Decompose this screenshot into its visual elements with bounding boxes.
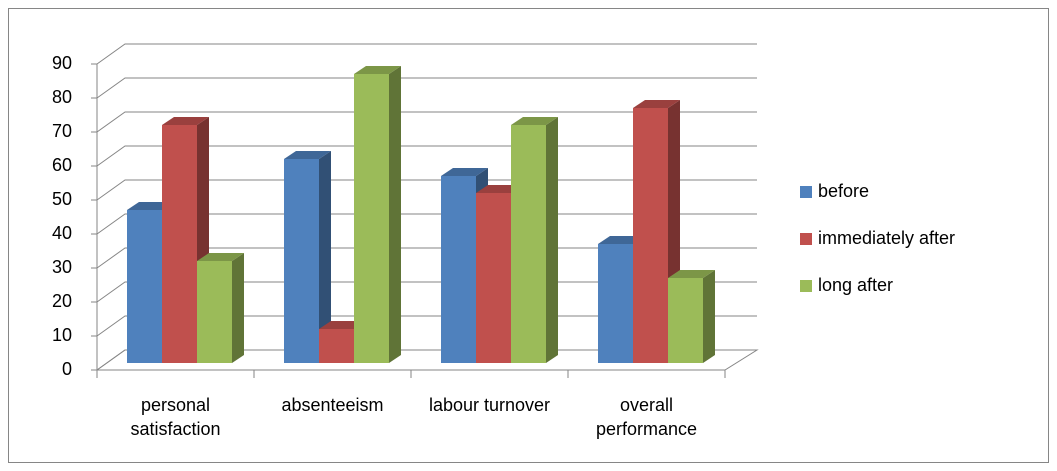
bar-side [319,151,331,363]
y-tick-label: 40 [52,223,72,243]
y-tick-label: 30 [52,257,72,277]
bar [476,193,511,363]
legend-swatch [800,186,812,198]
legend-label: immediately after [818,228,955,248]
x-tick-label: absenteeism [281,395,384,415]
bar [633,108,668,363]
bar-top [441,168,488,176]
x-tick-label: labour turnover [428,395,551,415]
y-tick-label: 60 [52,155,72,175]
y-tick-label: 50 [52,189,72,209]
bar [127,210,162,363]
bar-top [162,117,209,125]
x-tick-label: personal satisfaction [130,395,221,439]
y-tick-label: 70 [52,121,72,141]
x-tick-label: overall performance [595,395,698,439]
bar-top [354,66,401,74]
legend-swatch [800,280,812,292]
bar [441,176,476,363]
bar [511,125,546,363]
bar-side [389,66,401,363]
bar [598,244,633,363]
y-tick-label: 0 [62,359,72,379]
bar-top [633,100,680,108]
legend-label: long after [818,275,893,295]
legend-swatch [800,233,812,245]
y-tick-label: 90 [52,53,72,73]
bar [319,329,354,363]
bar [197,261,232,363]
bar-top [284,151,331,159]
legend-label: before [818,181,869,201]
grid-line [96,77,757,99]
bar-top [668,270,715,278]
y-tick-label: 20 [52,291,72,311]
bar-side [232,253,244,363]
bar [668,278,703,363]
bar [162,125,197,363]
y-tick-label: 80 [52,87,72,107]
bar-top [511,117,558,125]
grid-line [96,43,757,65]
grid-line [96,111,757,133]
bar-top [197,253,244,261]
y-tick-label: 10 [52,325,72,345]
bar-side [703,270,715,363]
bar-side [546,117,558,363]
bar [354,74,389,363]
bar [284,159,319,363]
